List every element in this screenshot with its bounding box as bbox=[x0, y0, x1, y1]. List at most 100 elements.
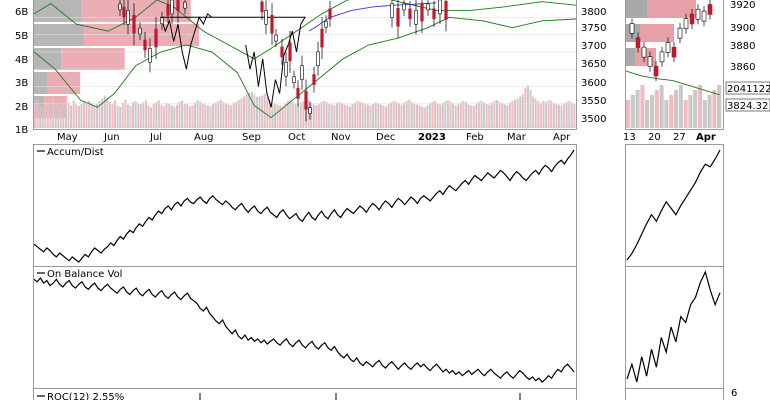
x-label-jul: Jul bbox=[149, 132, 162, 143]
volume-bar bbox=[116, 105, 119, 128]
vol-tick-3b: 3B bbox=[15, 78, 28, 89]
volume-bar bbox=[382, 105, 385, 128]
price-tick-3700: 3700 bbox=[581, 41, 606, 52]
candle-body bbox=[176, 0, 180, 12]
volume-bar bbox=[49, 104, 52, 128]
volume-bar bbox=[565, 101, 568, 128]
volume-bar bbox=[54, 103, 57, 128]
candle-body bbox=[396, 7, 400, 27]
volume-bar bbox=[341, 103, 344, 128]
x-label-sep: Sep bbox=[242, 132, 261, 143]
volume-bar bbox=[292, 101, 295, 128]
obv-main-line bbox=[33, 276, 575, 383]
volume-bar bbox=[152, 103, 155, 128]
side-volume-bar bbox=[712, 90, 717, 128]
side-candle-body bbox=[635, 37, 641, 48]
candle-body bbox=[328, 8, 332, 20]
roc-main-frame bbox=[33, 388, 577, 400]
volume-bar bbox=[132, 101, 135, 128]
candle-body bbox=[420, 2, 424, 22]
volume-bar bbox=[537, 101, 540, 128]
volume-bar bbox=[312, 104, 315, 128]
volume-bar bbox=[346, 105, 349, 128]
volume-bar bbox=[408, 99, 411, 128]
volume-bar bbox=[470, 105, 473, 128]
volume-bar bbox=[403, 102, 406, 128]
volume-bar bbox=[547, 100, 550, 128]
side-x-label-27: 27 bbox=[673, 132, 686, 143]
volume-bar bbox=[467, 104, 470, 128]
candle-body bbox=[292, 76, 296, 83]
volume-bar bbox=[121, 102, 124, 128]
price-line bbox=[160, 12, 306, 108]
volume-bar bbox=[506, 105, 509, 128]
volume-bar bbox=[418, 105, 421, 128]
side-x-label-20: 20 bbox=[648, 132, 661, 143]
volume-bar bbox=[217, 101, 220, 128]
volume-bar bbox=[477, 101, 480, 128]
volume-bar bbox=[372, 103, 375, 128]
volume-bar bbox=[266, 97, 269, 128]
candle-body bbox=[132, 14, 136, 34]
volume-bar bbox=[44, 101, 47, 128]
side-volume-bar bbox=[630, 95, 635, 128]
volume-bar bbox=[95, 103, 98, 128]
volume-bar bbox=[106, 97, 109, 128]
volume-bar bbox=[72, 100, 75, 128]
candle-body bbox=[316, 51, 320, 67]
volume-bar bbox=[493, 101, 496, 128]
volume-bar bbox=[289, 100, 292, 128]
volume-bar bbox=[426, 105, 429, 128]
volume-bar bbox=[253, 94, 256, 128]
volume-bar bbox=[165, 102, 168, 128]
side-vbp-down-bar bbox=[626, 0, 647, 18]
side-candle-body bbox=[689, 13, 695, 25]
volume-bar bbox=[83, 101, 86, 128]
volume-bar bbox=[206, 105, 209, 128]
volume-bar bbox=[501, 103, 504, 128]
last-price-box bbox=[725, 98, 770, 112]
volume-bar bbox=[150, 107, 153, 128]
vol-tick-2b: 2B bbox=[15, 102, 28, 113]
volume-bar bbox=[454, 105, 457, 128]
volume-bar bbox=[147, 105, 150, 128]
volume-bar bbox=[209, 106, 212, 128]
candle-body bbox=[324, 20, 328, 28]
volume-bar bbox=[155, 101, 158, 128]
volume-bar bbox=[77, 105, 80, 128]
volume-bar bbox=[93, 105, 96, 128]
vbp-down-bar bbox=[34, 96, 44, 118]
candle-body bbox=[118, 3, 122, 11]
volume-bar bbox=[191, 105, 194, 128]
volume-bar bbox=[263, 93, 266, 128]
volume-bar bbox=[139, 104, 142, 128]
volume-bar bbox=[490, 102, 493, 128]
x-label-nov: Nov bbox=[331, 132, 351, 143]
side-volume-bar bbox=[635, 90, 640, 128]
volume-bar bbox=[335, 102, 338, 128]
volume-bar bbox=[144, 100, 147, 128]
volume-bar bbox=[364, 103, 367, 128]
candle-body bbox=[444, 1, 448, 20]
candle-body bbox=[148, 48, 152, 63]
volume-bar bbox=[255, 96, 258, 128]
side-candle-body bbox=[701, 10, 707, 22]
price-tick-3750: 3750 bbox=[581, 23, 606, 34]
accum-dist-main-line bbox=[33, 149, 575, 263]
volume-bar bbox=[281, 106, 284, 128]
volume-bar bbox=[224, 103, 227, 128]
volume-bar bbox=[59, 106, 62, 128]
candle-body bbox=[320, 28, 324, 48]
volume-bar bbox=[274, 103, 277, 128]
volume-bar bbox=[302, 101, 305, 128]
volume-bar bbox=[261, 95, 264, 128]
volume-bar bbox=[529, 89, 532, 128]
candle-body bbox=[414, 9, 418, 25]
volume-bar bbox=[126, 104, 129, 128]
volume-bar bbox=[385, 106, 387, 128]
side-volume-bar bbox=[693, 90, 698, 128]
volume-bar bbox=[524, 87, 527, 128]
volume-bar bbox=[232, 102, 235, 128]
obv-lines bbox=[33, 270, 721, 383]
